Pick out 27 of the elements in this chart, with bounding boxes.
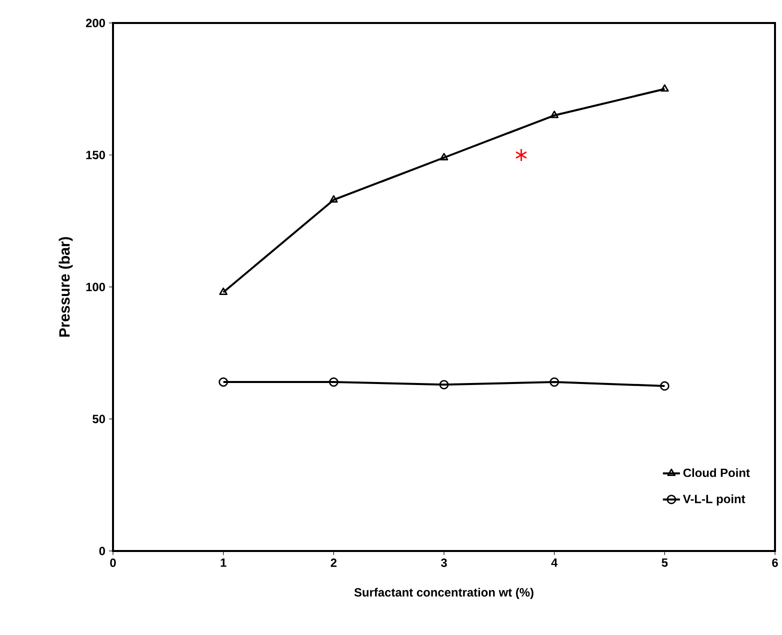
x-tick-label: 4 bbox=[551, 558, 558, 567]
point bbox=[439, 380, 449, 390]
point bbox=[550, 377, 560, 387]
point bbox=[218, 377, 228, 387]
x-tick-label: 6 bbox=[772, 558, 778, 567]
point bbox=[328, 377, 338, 387]
legend-label: Cloud Point bbox=[683, 468, 750, 478]
point bbox=[515, 148, 528, 162]
point bbox=[660, 381, 670, 391]
point bbox=[660, 84, 669, 92]
point bbox=[550, 110, 559, 118]
y-axis-title: Pressure (bar) bbox=[58, 237, 73, 337]
y-tick-label: 150 bbox=[86, 150, 105, 160]
x-tick-label: 2 bbox=[330, 558, 337, 567]
x-tick-label: 5 bbox=[662, 558, 668, 567]
legend-label: V-L-L point bbox=[682, 494, 746, 506]
x-tick-label: 1 bbox=[220, 558, 226, 567]
x-axis-title: Surfactant concentration wt (%) bbox=[354, 588, 534, 599]
x-tick-label: 3 bbox=[440, 558, 447, 567]
y-tick-label: 0 bbox=[99, 546, 105, 556]
x-tick-label: 0 bbox=[110, 558, 116, 567]
y-tick-label: 200 bbox=[86, 18, 105, 28]
point bbox=[219, 288, 228, 295]
y-tick-label: 50 bbox=[92, 414, 105, 424]
y-tick-label: 100 bbox=[86, 282, 105, 292]
point bbox=[440, 152, 448, 160]
point bbox=[330, 195, 338, 203]
